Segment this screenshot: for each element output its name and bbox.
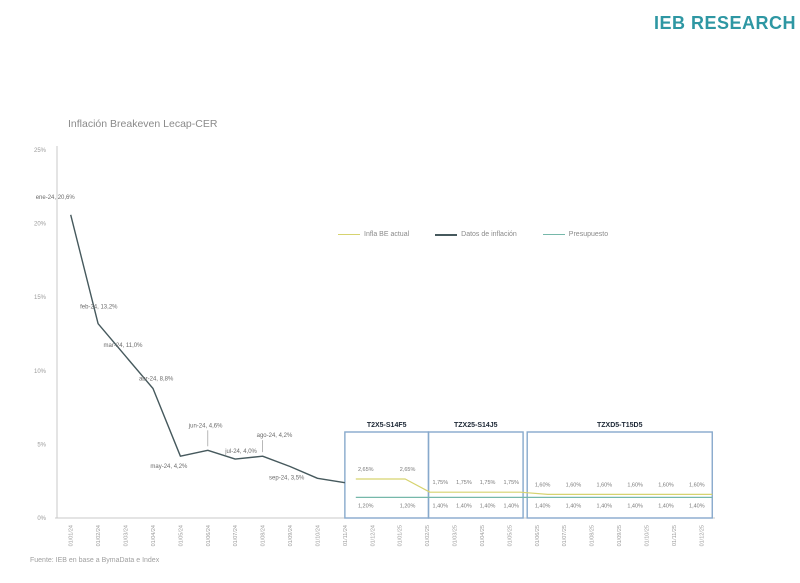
box-bottom-value: 1,40%: [503, 503, 519, 509]
x-tick-label: 01/10/24: [315, 525, 321, 546]
box-top-value: 1,60%: [566, 482, 582, 488]
box-bottom-value: 1,40%: [566, 503, 582, 509]
chart-legend: Infla BE actual Datos de inflación Presupu…: [338, 231, 608, 238]
legend-label: Presupuesto: [568, 231, 609, 238]
point-label: ago-24, 4,2%: [257, 433, 293, 439]
x-tick-label: 01/01/24: [69, 525, 75, 546]
x-tick-label: 01/06/25: [535, 525, 541, 546]
point-label: may-24, 4,2%: [150, 464, 188, 470]
box-top-value: 1,75%: [480, 480, 496, 486]
box-top-value: 2,65%: [358, 467, 374, 473]
y-tick-label: 5%: [37, 442, 46, 448]
box-top-value: 1,60%: [689, 482, 705, 488]
box-top-value: 1,60%: [627, 482, 643, 488]
x-tick-label: 01/08/24: [261, 525, 267, 546]
box-bottom-value: 1,20%: [358, 503, 374, 509]
box-top-value: 1,60%: [535, 482, 551, 488]
legend-line-icon: [338, 234, 360, 235]
box-top-value: 1,75%: [503, 480, 519, 486]
x-tick-label: 01/02/24: [96, 525, 102, 546]
y-tick-label: 20%: [34, 222, 47, 228]
point-label: jun-24, 4,6%: [188, 423, 223, 429]
x-tick-label: 01/09/25: [617, 525, 623, 546]
x-tick-label: 01/04/24: [151, 525, 157, 546]
series-line-infla-be-actual: [355, 478, 713, 495]
x-tick-label: 01/08/25: [590, 525, 596, 546]
box-bottom-value: 1,20%: [400, 503, 416, 509]
legend-item-2: Presupuesto: [542, 231, 609, 238]
point-label: sep-24, 3,5%: [269, 475, 305, 481]
point-label: feb-24, 13,2%: [80, 305, 118, 311]
x-tick-label: 01/05/25: [507, 525, 513, 546]
box-header: T2X5-S14F5: [367, 422, 407, 429]
point-label: mar-24, 11,0%: [104, 343, 144, 349]
legend-label: Datos de inflación: [461, 231, 517, 238]
box-bottom-value: 1,40%: [456, 503, 472, 509]
box-top-value: 1,75%: [433, 480, 449, 486]
box-header: TZXD5-T15D5: [597, 422, 643, 429]
box-bottom-value: 1,40%: [597, 503, 613, 509]
legend-label: Infla BE actual: [364, 231, 410, 238]
point-label: jul-24, 4,0%: [224, 449, 257, 455]
box-top-value: 2,65%: [400, 467, 416, 473]
x-tick-label: 01/11/24: [343, 525, 349, 546]
box-bottom-value: 1,40%: [658, 503, 674, 509]
y-tick-label: 0%: [37, 516, 46, 522]
x-tick-label: 01/07/25: [562, 525, 568, 546]
y-tick-label: 25%: [34, 148, 47, 154]
breakeven-box: [427, 431, 524, 519]
point-label: ene-24, 20,6%: [36, 195, 76, 201]
y-tick-label: 15%: [34, 295, 47, 301]
x-tick-label: 01/10/25: [644, 525, 650, 546]
x-tick-label: 01/05/24: [178, 525, 184, 546]
box-top-value: 1,60%: [597, 482, 613, 488]
legend-line-icon: [542, 234, 565, 235]
x-tick-label: 01/03/25: [453, 525, 459, 546]
series-line-datos-de-inflaci-n: [70, 214, 346, 484]
brand-logo: IEB RESEARCH: [653, 13, 796, 33]
legend-line-icon: [435, 233, 458, 236]
x-tick-label: 01/01/25: [398, 525, 404, 546]
x-tick-label: 01/11/25: [672, 525, 678, 546]
box-header: TZX25-S14J5: [454, 422, 498, 429]
legend-item-1: Datos de inflación: [435, 231, 517, 238]
box-bottom-value: 1,40%: [689, 503, 705, 509]
x-tick-label: 01/02/25: [425, 525, 431, 546]
box-bottom-value: 1,40%: [535, 503, 551, 509]
box-top-value: 1,60%: [658, 482, 674, 488]
box-bottom-value: 1,40%: [627, 503, 643, 509]
breakeven-box: [526, 431, 713, 519]
x-tick-label: 01/06/24: [206, 525, 212, 546]
x-tick-label: 01/07/24: [233, 525, 239, 546]
x-tick-label: 01/12/24: [370, 525, 376, 546]
point-label: abr-24, 8,8%: [139, 376, 174, 382]
box-top-value: 1,75%: [456, 480, 472, 486]
x-tick-label: 01/12/25: [699, 525, 705, 546]
x-tick-label: 01/03/24: [124, 525, 130, 546]
y-tick-label: 10%: [34, 369, 47, 375]
box-bottom-value: 1,40%: [433, 503, 449, 509]
box-bottom-value: 1,40%: [480, 503, 496, 509]
x-tick-label: 01/04/25: [480, 525, 486, 546]
legend-item-0: Infla BE actual: [338, 231, 409, 238]
source-note: Fuente: IEB en base a BymaData e Index: [30, 557, 160, 564]
x-tick-label: 01/09/24: [288, 525, 294, 546]
chart-title: Inflación Breakeven Lecap-CER: [68, 118, 218, 130]
